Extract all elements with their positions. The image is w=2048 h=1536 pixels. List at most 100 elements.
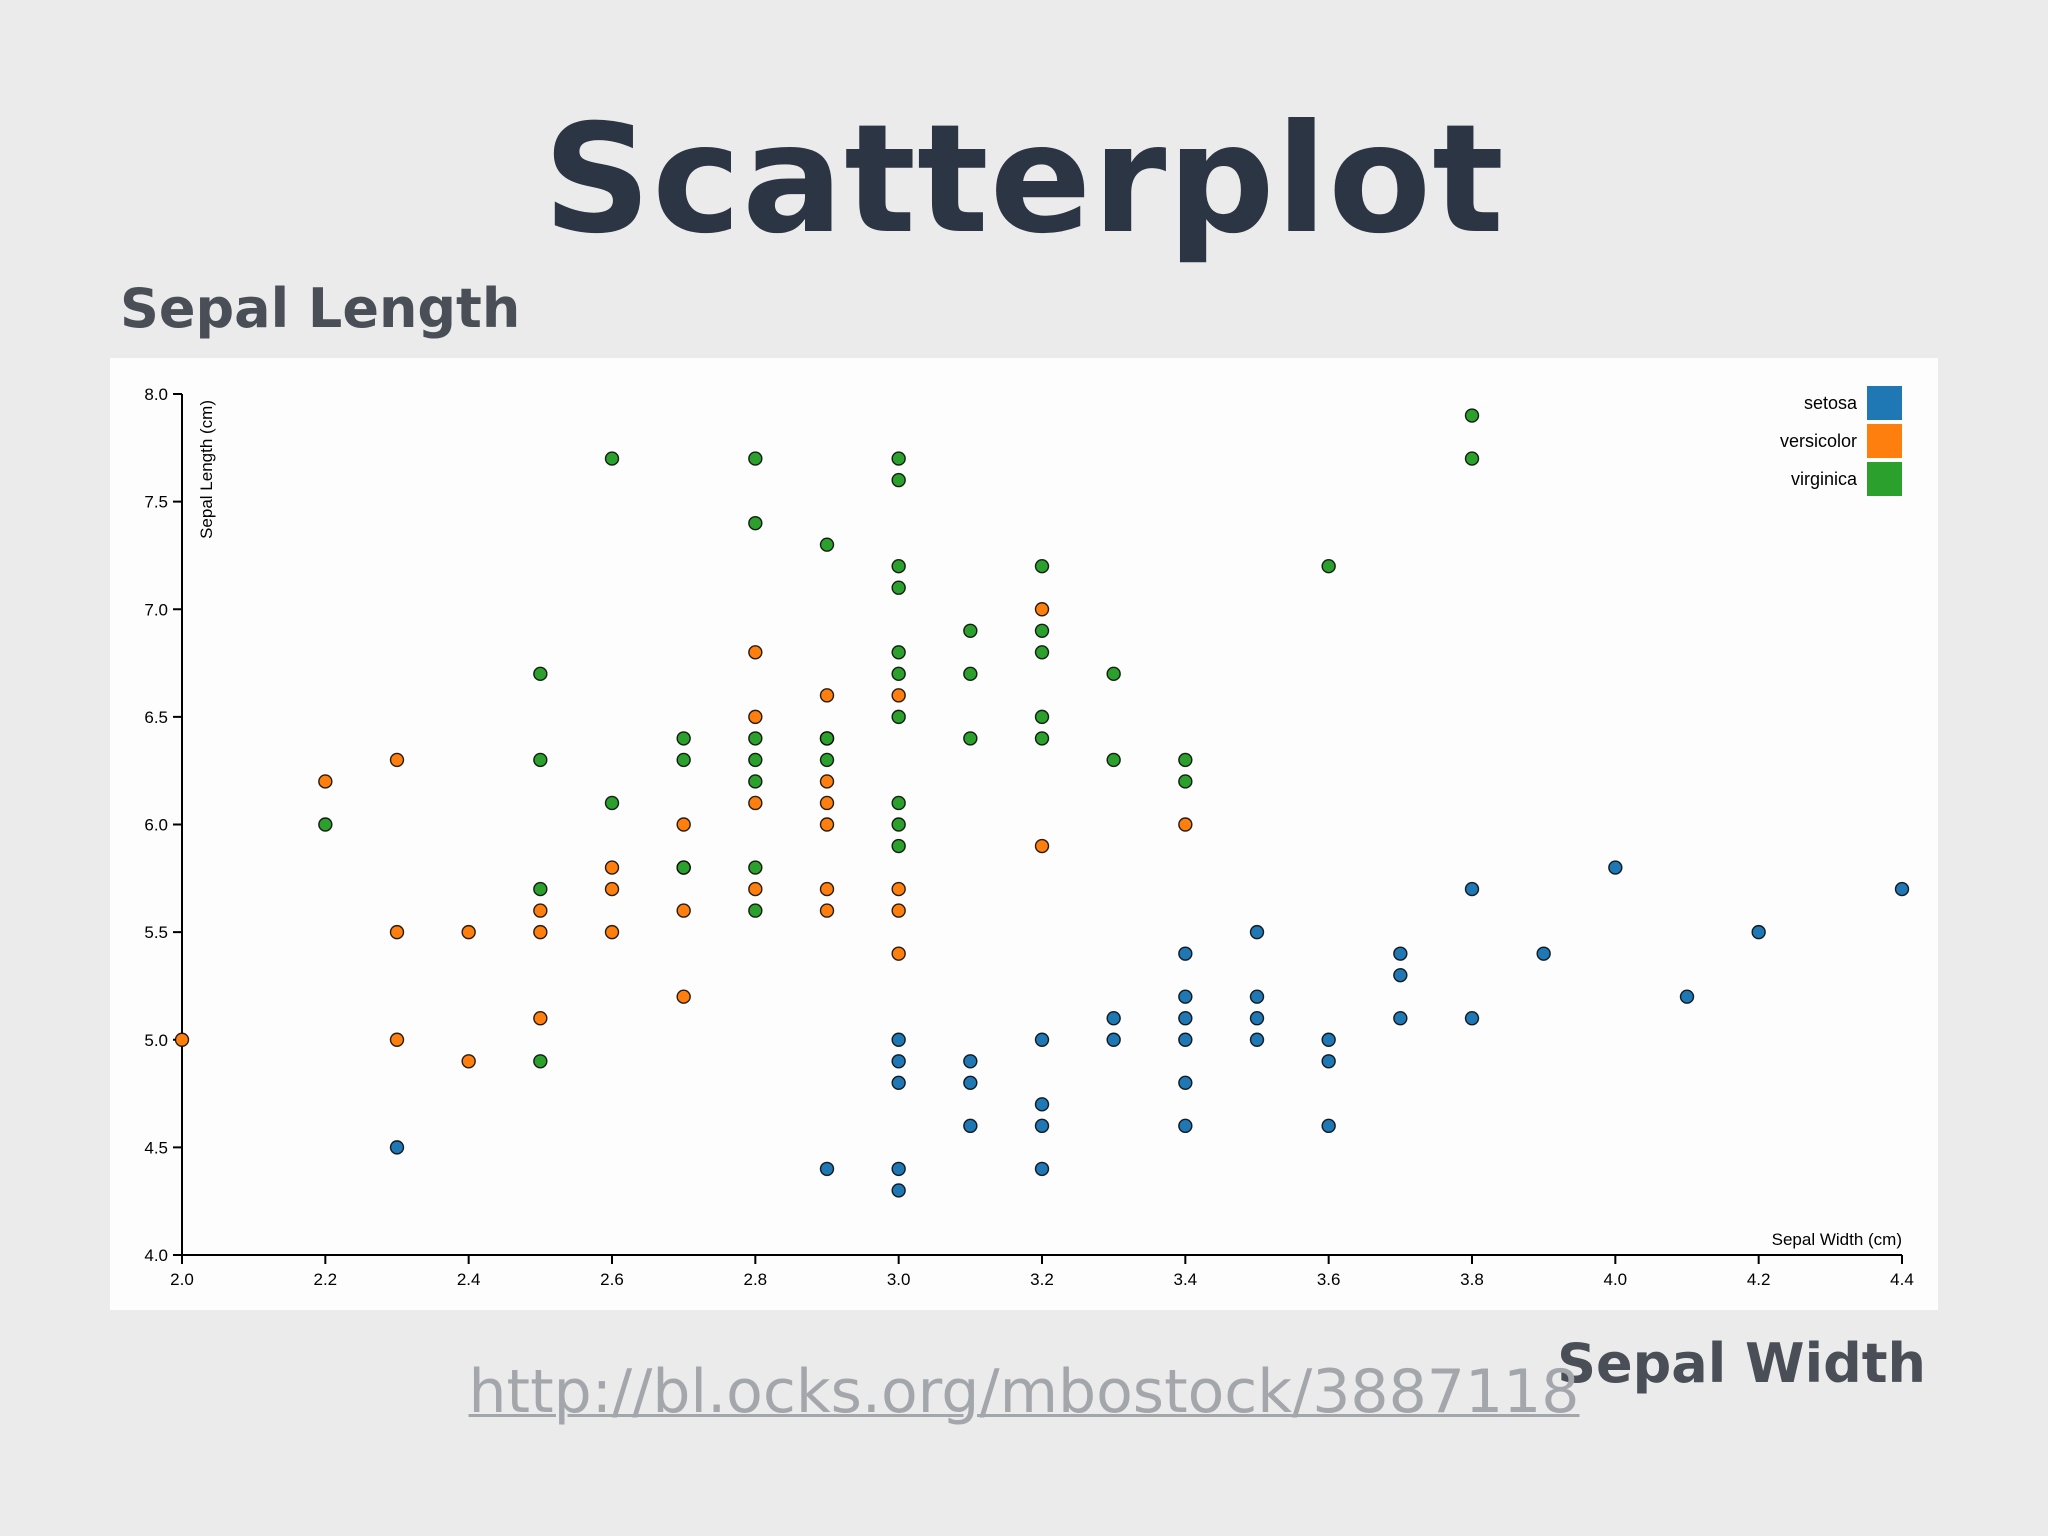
y-axis-caption: Sepal Length <box>120 277 521 340</box>
data-point-setosa <box>1464 1011 1480 1026</box>
data-point-versicolor <box>819 774 835 789</box>
source-link[interactable]: http://bl.ocks.org/mbostock/3887118 <box>468 1357 1580 1427</box>
data-point-virginica <box>1034 623 1050 638</box>
data-point-versicolor <box>604 860 620 875</box>
data-point-virginica <box>748 752 763 768</box>
data-point-virginica <box>1464 408 1480 423</box>
x-tick-label: 4.2 <box>1747 1270 1771 1289</box>
data-point-versicolor <box>461 1054 476 1069</box>
scatterplot-chart: 2.0 2.2 2.4 2.6 2.8 3.0 3.2 3.4 3.6 3.8 4.0 4.2 4.4 4… <box>144 385 1914 1289</box>
data-point-virginica <box>748 774 763 789</box>
data-point-virginica <box>748 515 763 531</box>
data-point-versicolor <box>533 1011 548 1026</box>
y-tick-label: 5.0 <box>144 1031 168 1050</box>
x-tick-label: 2.0 <box>170 1270 194 1289</box>
data-point-setosa <box>1393 1011 1408 1026</box>
legend-swatch-virginica <box>1867 462 1902 496</box>
data-point-versicolor <box>676 817 691 832</box>
data-point-virginica <box>891 795 906 811</box>
x-tick-label: 3.8 <box>1460 1270 1484 1289</box>
legend-label-setosa: setosa <box>1804 393 1858 413</box>
data-point-setosa <box>891 1054 906 1069</box>
data-point-virginica <box>533 666 548 682</box>
data-point-virginica <box>1321 558 1336 574</box>
y-tick-label: 4.0 <box>144 1246 168 1265</box>
y-tick-label: 6.5 <box>144 708 168 727</box>
x-tick-label: 2.4 <box>457 1270 481 1289</box>
data-point-virginica <box>891 472 906 488</box>
data-point-virginica <box>891 451 906 466</box>
data-point-virginica <box>891 645 906 660</box>
data-point-setosa <box>891 1161 906 1177</box>
data-point-setosa <box>1034 1118 1050 1134</box>
data-point-virginica <box>819 731 835 746</box>
y-tick-label: 6.0 <box>144 816 168 835</box>
data-point-setosa <box>1034 1097 1050 1112</box>
data-point-virginica <box>819 537 835 552</box>
y-tick-label: 4.5 <box>144 1138 168 1157</box>
data-point-versicolor <box>891 903 906 918</box>
data-point-setosa <box>1178 1011 1193 1026</box>
x-tick-label: 4.4 <box>1890 1270 1914 1289</box>
data-point-setosa <box>1034 1161 1050 1177</box>
data-point-versicolor <box>819 688 835 703</box>
x-tick-label: 2.6 <box>600 1270 624 1289</box>
x-axis-label: Sepal Width (cm) <box>1772 1230 1902 1249</box>
data-point-virginica <box>891 817 906 832</box>
data-point-virginica <box>1106 752 1121 768</box>
data-point-setosa <box>1321 1118 1336 1134</box>
data-point-virginica <box>1464 451 1480 466</box>
data-point-setosa <box>963 1075 978 1090</box>
data-point-setosa <box>963 1118 978 1134</box>
legend-swatch-versicolor <box>1867 424 1902 458</box>
data-point-versicolor <box>819 881 835 897</box>
legend-label-versicolor: versicolor <box>1780 431 1857 451</box>
data-point-setosa <box>1178 1075 1193 1090</box>
data-point-setosa <box>891 1075 906 1090</box>
data-point-setosa <box>891 1032 906 1047</box>
data-point-setosa <box>1679 989 1695 1004</box>
data-point-setosa <box>389 1140 405 1155</box>
data-point-virginica <box>748 451 763 466</box>
data-point-versicolor <box>389 924 405 940</box>
data-point-virginica <box>819 752 835 768</box>
data-point-virginica <box>533 752 548 768</box>
data-point-virginica <box>676 731 691 746</box>
data-point-versicolor <box>748 881 763 897</box>
data-point-virginica <box>891 709 906 725</box>
data-point-virginica <box>891 580 906 595</box>
chart-panel: 2.0 2.2 2.4 2.6 2.8 3.0 3.2 3.4 3.6 3.8 4.0 4.2 4.4 4… <box>110 358 1938 1310</box>
data-point-versicolor <box>819 903 835 918</box>
data-point-setosa <box>1321 1054 1336 1069</box>
data-point-virginica <box>1178 774 1193 789</box>
data-point-versicolor <box>174 1032 190 1047</box>
data-point-versicolor <box>604 881 620 897</box>
data-point-versicolor <box>604 924 620 940</box>
data-point-virginica <box>533 881 548 897</box>
x-tick-label: 3.6 <box>1317 1270 1341 1289</box>
data-point-virginica <box>604 451 620 466</box>
data-point-virginica <box>748 860 763 875</box>
data-point-setosa <box>1321 1032 1336 1047</box>
data-point-virginica <box>891 666 906 682</box>
x-axis-caption: Sepal Width <box>1557 1332 1926 1395</box>
data-point-setosa <box>1393 967 1408 983</box>
data-point-setosa <box>1106 1011 1121 1026</box>
x-tick-label: 2.2 <box>314 1270 338 1289</box>
data-point-virginica <box>891 838 906 854</box>
data-point-virginica <box>1034 645 1050 660</box>
data-point-versicolor <box>533 924 548 940</box>
data-point-virginica <box>676 860 691 875</box>
data-point-virginica <box>963 623 978 638</box>
data-point-virginica <box>1178 752 1193 768</box>
data-point-virginica <box>748 731 763 746</box>
data-point-virginica <box>1034 709 1050 725</box>
data-point-setosa <box>963 1054 978 1069</box>
x-tick-label: 3.2 <box>1030 1270 1054 1289</box>
data-point-versicolor <box>891 946 906 961</box>
data-point-setosa <box>1249 989 1265 1004</box>
data-point-virginica <box>891 558 906 574</box>
data-point-versicolor <box>748 709 763 725</box>
y-tick-label: 7.5 <box>144 493 168 512</box>
data-point-versicolor <box>891 688 906 703</box>
